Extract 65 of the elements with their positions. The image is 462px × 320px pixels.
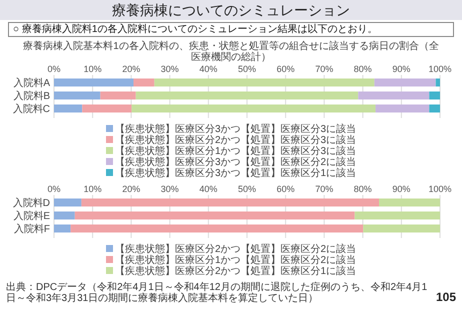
legend-label: 【疾患状態】医療区分1かつ【処置】医療区分2に該当 — [114, 255, 356, 266]
bar — [354, 212, 440, 220]
bar — [54, 224, 71, 232]
bar — [74, 212, 355, 220]
bar — [429, 92, 440, 100]
x-tick-label: 10% — [84, 64, 102, 74]
bar — [379, 198, 440, 206]
source-note: 出典：DPCデータ（令和2年4月1日～令和4年12月の期間に退院した症例のうち、令和2年4月1日～令和3年3月31日の期間に療養病棟入院基本料を算定していた日） — [6, 282, 428, 304]
x-tick-label: 30% — [160, 64, 179, 74]
x-tick-label: 40% — [199, 184, 218, 194]
bar — [154, 78, 374, 86]
bar — [100, 92, 136, 100]
chart-subtitle: ○ 療養病棟入院料1の各入院料についてのシミュレーション結果は以下のとおり。 — [8, 22, 454, 37]
y-tick-label: 入院料D — [12, 197, 50, 209]
y-tick-label: 入院料A — [13, 77, 50, 89]
x-tick-label: 70% — [315, 184, 334, 194]
y-tick-label: 入院料B — [13, 90, 50, 102]
bar — [376, 104, 430, 112]
bar — [70, 224, 364, 232]
x-tick-label: 0% — [47, 184, 61, 194]
x-tick-label: 0% — [47, 64, 61, 74]
legend-label: 【疾患状態】医療区分3かつ【処置】医療区分3に該当 — [114, 124, 356, 135]
x-tick-label: 90% — [392, 64, 410, 74]
bar — [82, 104, 132, 112]
y-tick-label: 入院料F — [14, 223, 50, 235]
x-tick-label: 20% — [122, 64, 140, 74]
x-tick-label: 80% — [354, 184, 372, 194]
x-tick-label: 100% — [428, 184, 452, 194]
bar — [134, 78, 154, 86]
x-tick-label: 50% — [238, 64, 256, 74]
x-tick-label: 90% — [392, 184, 410, 194]
bar — [363, 224, 440, 232]
x-tick-label: 60% — [276, 64, 295, 74]
bar — [54, 92, 100, 100]
bar — [429, 104, 440, 112]
x-tick-label: 10% — [84, 184, 102, 194]
y-tick-label: 入院料E — [13, 210, 50, 222]
x-tick-label: 60% — [276, 184, 295, 194]
bar — [136, 92, 358, 100]
text: 105 — [436, 290, 456, 304]
bar — [54, 212, 75, 220]
bar — [374, 78, 436, 86]
legend-label: 【疾患状態】医療区分2かつ【処置】医療区分3に該当 — [114, 135, 356, 146]
bar — [436, 78, 440, 86]
chart-title: 療養病棟についてのシミュレーション — [0, 0, 462, 20]
bar — [358, 92, 430, 100]
legend-label: 【疾患状態】医療区分3かつ【処置】医療区分1に該当 — [114, 168, 356, 179]
x-tick-label: 20% — [122, 184, 140, 194]
legend-label: 【疾患状態】医療区分2かつ【処置】医療区分1に該当 — [114, 266, 356, 277]
x-tick-label: 70% — [315, 64, 334, 74]
x-tick-label: 100% — [428, 64, 452, 74]
x-tick-label: 50% — [238, 184, 256, 194]
legend-label: 【疾患状態】医療区分2かつ【処置】医療区分2に該当 — [114, 244, 356, 255]
text: 療養病棟入院基本料1の各入院料の、疾患・状態と処置等の組合せに該当する病日の割合（全医療機関の総計） — [22, 41, 440, 63]
legend-label: 【疾患状態】医療区分3かつ【処置】医療区分2に該当 — [114, 157, 356, 168]
bar — [81, 198, 380, 206]
bar — [54, 198, 82, 206]
legend-label: 【疾患状態】医療区分1かつ【処置】医療区分3に該当 — [114, 146, 356, 157]
x-tick-label: 40% — [199, 64, 218, 74]
x-tick-label: 30% — [160, 184, 179, 194]
bar — [132, 104, 376, 112]
y-tick-label: 入院料C — [12, 103, 50, 115]
bar — [54, 104, 82, 112]
bar — [54, 78, 134, 86]
x-tick-label: 80% — [354, 64, 372, 74]
